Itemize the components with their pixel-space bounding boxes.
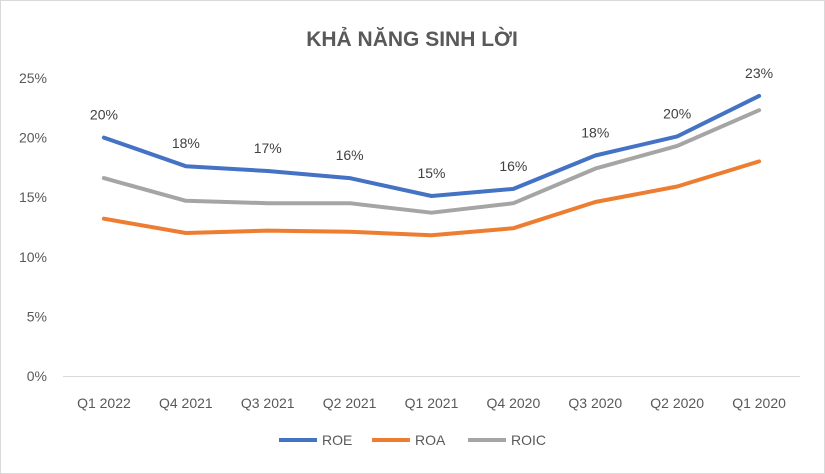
data-label-roe: 15% — [417, 165, 445, 181]
series-line-roa — [101, 159, 762, 238]
data-label-roe: 18% — [581, 124, 609, 140]
x-tick-label: Q1 2022 — [77, 395, 131, 411]
x-tick-label: Q3 2021 — [241, 395, 295, 411]
x-tick-label: Q2 2021 — [323, 395, 377, 411]
y-axis: 0% 5% 10% 15% 20% 25% — [19, 70, 47, 384]
x-axis: Q1 2022 Q4 2021 Q3 2021 Q2 2021 Q1 2021 Q4 20… — [77, 395, 786, 411]
series-lines — [101, 93, 762, 238]
legend-label-roe: ROE — [322, 432, 352, 448]
data-label-roe: 17% — [254, 140, 282, 156]
y-tick-label: 15% — [19, 189, 47, 205]
legend-label-roa: ROA — [415, 432, 446, 448]
data-label-roe: 20% — [90, 107, 118, 123]
chart-title: KHẢ NĂNG SINH LỜI — [306, 27, 518, 51]
y-tick-label: 10% — [19, 249, 47, 265]
x-tick-label: Q4 2021 — [159, 395, 213, 411]
data-label-roe: 18% — [172, 135, 200, 151]
x-tick-label: Q1 2021 — [405, 395, 459, 411]
series-line-roic — [101, 108, 762, 215]
data-label-roe: 20% — [663, 105, 691, 121]
x-tick-label: Q4 2020 — [487, 395, 541, 411]
data-labels: 20% 18% 17% 16% 15% 16% 18% 20% 23% — [90, 65, 773, 181]
x-tick-label: Q1 2020 — [732, 395, 786, 411]
y-tick-label: 0% — [27, 368, 47, 384]
legend-label-roic: ROIC — [511, 432, 546, 448]
y-tick-label: 20% — [19, 130, 47, 146]
data-label-roe: 16% — [499, 158, 527, 174]
x-tick-label: Q2 2020 — [650, 395, 704, 411]
data-label-roe: 23% — [745, 65, 773, 81]
y-tick-label: 5% — [27, 308, 47, 324]
y-tick-label: 25% — [19, 70, 47, 86]
legend: ROE ROA ROIC — [279, 432, 546, 448]
data-label-roe: 16% — [336, 147, 364, 163]
series-line-roe — [101, 93, 762, 198]
x-tick-label: Q3 2020 — [568, 395, 622, 411]
